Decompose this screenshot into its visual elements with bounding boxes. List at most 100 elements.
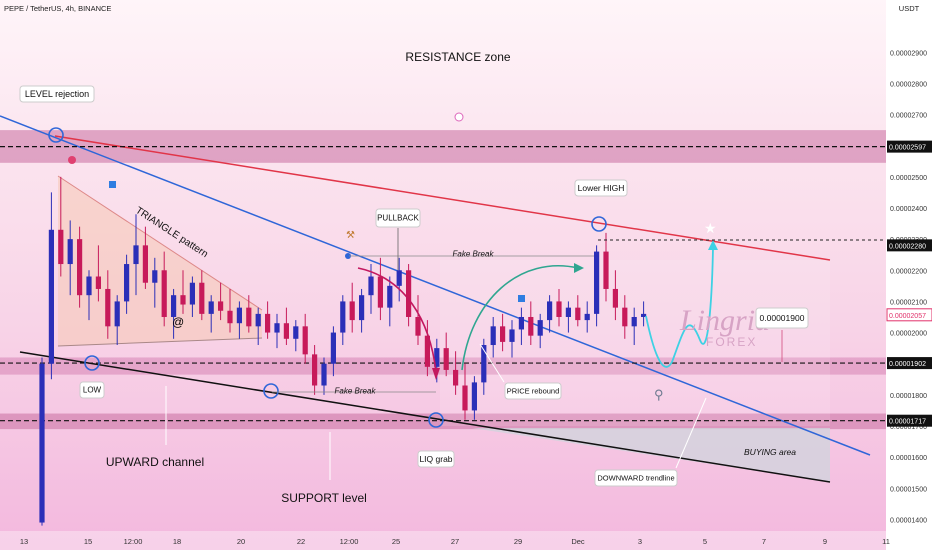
candle: [95, 276, 101, 289]
flag-icon: [68, 156, 76, 164]
time-tick: 29: [514, 537, 522, 546]
candle: [67, 239, 73, 265]
candle: [443, 348, 449, 370]
buying-area-label: BUYING area: [744, 447, 796, 457]
candle: [368, 276, 374, 296]
candle: [500, 326, 506, 342]
candle: [415, 316, 421, 336]
candle: [424, 335, 430, 367]
level-rejection-label: LEVEL rejection: [25, 89, 89, 99]
upward-channel-label: UPWARD channel: [106, 455, 204, 469]
candle: [274, 323, 280, 333]
watermark-forex: FOREX: [706, 335, 757, 349]
time-tick: 20: [237, 537, 245, 546]
price-tick: 0.00002000: [890, 331, 927, 338]
candle: [565, 307, 571, 317]
hammer-icon: ⚒: [346, 230, 355, 241]
info-icon: [109, 181, 116, 188]
candle: [612, 288, 618, 308]
fake-break-low-marker: [263, 383, 279, 399]
liq-grab-label-box: [417, 450, 455, 468]
lower-high-marker: [591, 216, 607, 232]
candle: [603, 251, 609, 289]
downward-trendline-label-box: [594, 469, 678, 487]
price-tick: 0.00002500: [890, 175, 927, 182]
price-label: 0.00001902: [889, 361, 926, 368]
support-trendline: [19, 351, 831, 483]
time-tick: 27: [451, 537, 459, 546]
projection-arrow-head: [708, 240, 718, 250]
candle: [547, 301, 553, 321]
candle: [349, 301, 355, 321]
time-tick: 12:00: [340, 537, 359, 546]
candle: [236, 307, 242, 324]
candle: [556, 301, 562, 317]
time-tick: 5: [703, 537, 707, 546]
candle: [142, 245, 148, 283]
candle: [481, 345, 487, 383]
candle: [396, 270, 402, 286]
resistance-trendline: [54, 135, 831, 261]
price-tick: 0.00001600: [890, 455, 927, 462]
candle: [77, 239, 83, 296]
candle: [133, 245, 139, 265]
candle: [330, 332, 336, 364]
candle: [622, 307, 628, 327]
candles-layer: [39, 176, 647, 526]
candle: [208, 301, 214, 314]
time-tick: 18: [173, 537, 181, 546]
price-tick: 0.00001700: [890, 424, 927, 431]
liq-grab-marker: [428, 412, 444, 428]
candle: [199, 282, 205, 314]
triangle-upper-line: [57, 175, 263, 311]
time-tick: 9: [823, 537, 827, 546]
rebound-curve: [461, 265, 579, 371]
price-rebound-label: PRICE rebound: [507, 387, 560, 396]
candle: [227, 310, 233, 324]
candle: [321, 363, 327, 386]
candle: [265, 313, 271, 333]
candle: [283, 323, 289, 339]
candle: [340, 301, 346, 333]
zone-mid: [0, 357, 886, 375]
projection-area: [440, 260, 830, 426]
candle: [161, 270, 167, 317]
buying-area-fill: [472, 428, 830, 482]
candle: [453, 369, 459, 386]
low-marker: [84, 355, 100, 371]
candle: [246, 307, 252, 327]
candle: [180, 295, 186, 305]
resistance-zone-label: RESISTANCE zone: [405, 50, 510, 64]
candle: [302, 326, 308, 355]
candle: [631, 316, 637, 327]
candle: [387, 285, 393, 308]
price-label: 0.00001717: [889, 419, 926, 426]
candle: [641, 313, 647, 317]
time-axis-bg: [0, 531, 886, 550]
price-label: 0.00002057: [889, 313, 926, 320]
lower-high-label-box: [574, 179, 628, 197]
time-tick: 22: [297, 537, 305, 546]
candle: [171, 295, 177, 317]
candle: [471, 382, 477, 411]
candle: [490, 326, 496, 346]
candle: [114, 301, 120, 327]
time-tick: 25: [392, 537, 400, 546]
time-tick: Dec: [571, 537, 585, 546]
snail-icon: @: [172, 315, 184, 329]
candle: [434, 348, 440, 367]
target-price-label-box: [755, 307, 809, 329]
candle: [293, 326, 299, 339]
time-tick: 3: [638, 537, 642, 546]
candle: [509, 329, 515, 342]
fake-break-upper-label: Fake Break: [453, 250, 495, 259]
price-label-bg: [887, 414, 932, 427]
support-level-label: SUPPORT level: [281, 491, 367, 505]
candle: [255, 313, 261, 327]
low-label: LOW: [83, 386, 102, 395]
rebound-arrow-head: [574, 263, 584, 273]
low-label-box: [79, 381, 105, 399]
price-tick: 0.00002800: [890, 81, 927, 88]
